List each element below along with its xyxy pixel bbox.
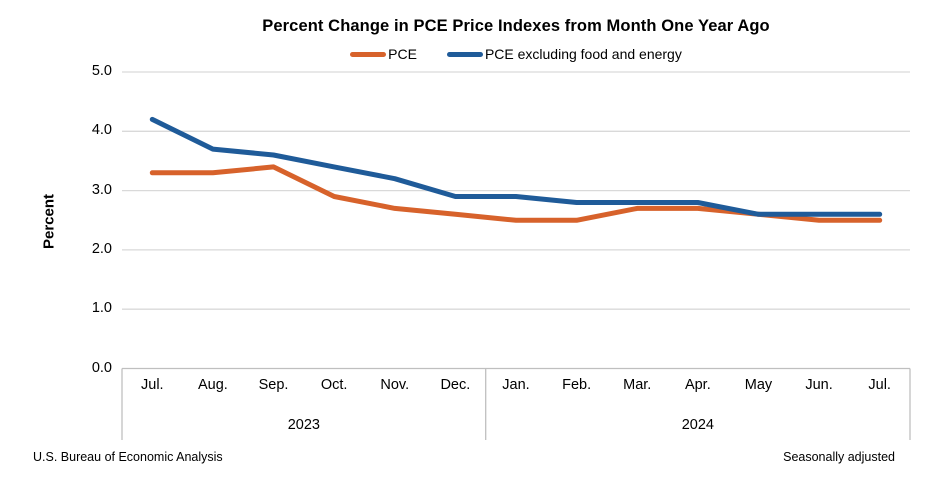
y-tick-label: 5.0: [91, 63, 112, 79]
x-tick-label: Jul.: [868, 377, 891, 393]
seasonally-adjusted-note: Seasonally adjusted: [783, 450, 895, 464]
legend-item-pce: PCE: [350, 46, 417, 62]
year-label: 2023: [287, 417, 320, 433]
chart-title: Percent Change in PCE Price Indexes from…: [262, 17, 770, 35]
x-tick-label: Sep.: [258, 377, 289, 393]
pce-line-swatch: [350, 51, 387, 57]
year-label: 2024: [681, 417, 714, 433]
source-attribution: U.S. Bureau of Economic Analysis: [33, 450, 223, 464]
core-pce-line-swatch: [446, 51, 483, 57]
x-tick-label: Jan.: [502, 377, 530, 393]
x-tick-label: Aug.: [198, 377, 228, 393]
legend-label-pce: PCE: [388, 46, 417, 62]
x-tick-label: Dec.: [440, 377, 471, 393]
x-tick-label: Jun.: [805, 377, 833, 393]
x-tick-label: Mar.: [623, 377, 652, 393]
y-tick-label: 1.0: [91, 300, 112, 317]
y-tick-label: 0.0: [91, 359, 112, 376]
chart-legend: PCE PCE excluding food and energy: [122, 46, 910, 62]
x-tick-label: Nov.: [380, 377, 410, 393]
y-tick-label: 2.0: [91, 240, 112, 257]
series-line-core-pce: [149, 116, 883, 217]
y-tick-label: 3.0: [91, 181, 112, 198]
x-tick-label: Feb.: [562, 377, 592, 393]
legend-label-core-pce: PCE excluding food and energy: [484, 46, 682, 62]
x-tick-label: Oct.: [320, 377, 348, 393]
x-tick-label: Jul.: [141, 377, 164, 393]
y-tick-label: 4.0: [91, 122, 112, 139]
x-tick-label: May: [744, 377, 773, 393]
x-tick-label: Apr.: [684, 377, 711, 393]
legend-item-core-pce: PCE excluding food and energy: [446, 46, 682, 62]
